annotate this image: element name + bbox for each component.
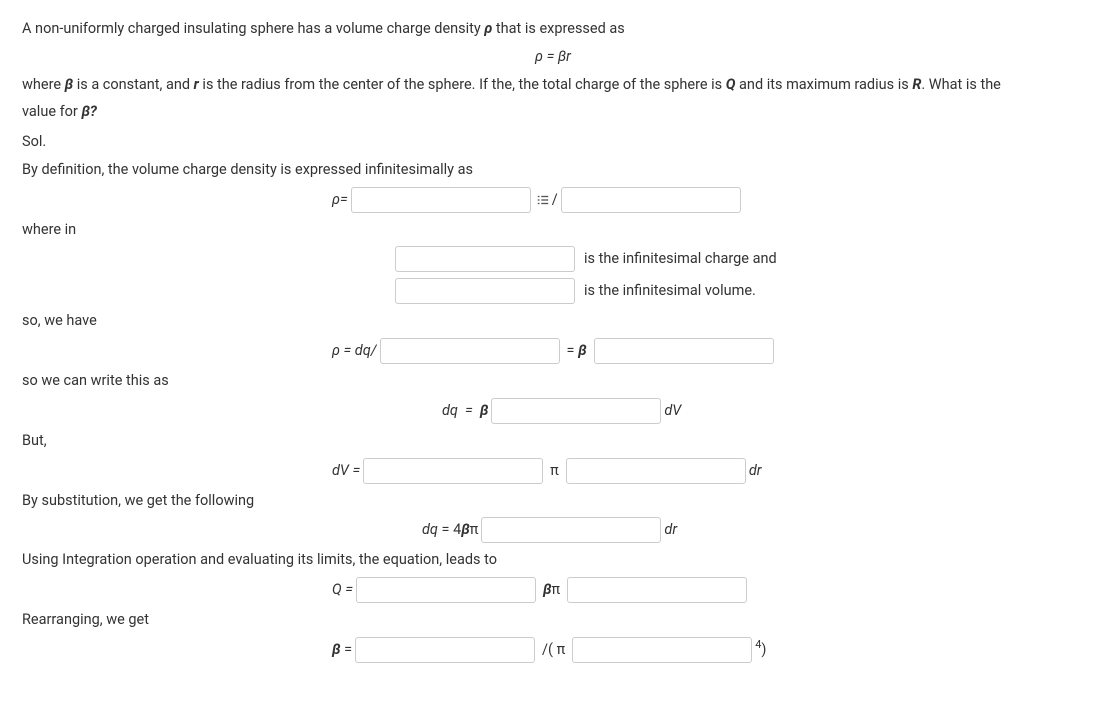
- using-int-label: Using Integration operation and evaluati…: [22, 549, 1084, 571]
- dq-4bpi-label: dq = 4βπ: [422, 519, 478, 541]
- so-we-have-label: so, we have: [22, 310, 1084, 332]
- B-eq-label: β =: [332, 639, 352, 661]
- problem-question: value for β?: [22, 101, 1084, 123]
- Q-eq-label: Q =: [332, 579, 353, 601]
- rho-numerator-input[interactable]: [351, 187, 531, 213]
- beta-pi-label: βπ: [543, 579, 560, 601]
- dV-right-input[interactable]: [566, 458, 746, 484]
- pi-1: π: [550, 460, 559, 482]
- rho-denominator-input[interactable]: [561, 187, 741, 213]
- but-label: But,: [22, 430, 1084, 452]
- problem-intro: A non-uniformly charged insulating spher…: [22, 18, 1084, 40]
- inf-volume-row: is the infinitesimal volume.: [22, 278, 1084, 304]
- rho-equation-row: ρ= /: [22, 187, 1084, 213]
- dq-beta-label: dq = β: [442, 400, 488, 422]
- dV-label-1: dV: [664, 400, 681, 422]
- dr-1: dr: [749, 460, 762, 482]
- Q-row: Q = βπ: [22, 577, 1084, 603]
- where-in-label: where in: [22, 219, 1084, 241]
- rho-eq-label: ρ=: [332, 189, 348, 211]
- inf-charge-text: is the infinitesimal charge and: [584, 248, 777, 270]
- beta-rhs-input[interactable]: [594, 338, 774, 364]
- slash-1: /: [552, 189, 558, 211]
- problem-where: where β is a constant, and r is the radi…: [22, 74, 1084, 96]
- rearranging-label: Rearranging, we get: [22, 609, 1084, 631]
- so-write-label: so we can write this as: [22, 370, 1084, 392]
- over-pi-label: /( π: [542, 639, 565, 661]
- dq-beta-row: dq = β dV: [22, 398, 1084, 424]
- dq-4bpi-input[interactable]: [481, 517, 661, 543]
- Q-right-input[interactable]: [567, 577, 747, 603]
- dq-denom-input[interactable]: [380, 338, 560, 364]
- problem-formula: ρ = βr: [22, 46, 1084, 68]
- inf-volume-input[interactable]: [395, 278, 575, 304]
- dV-left-input[interactable]: [363, 458, 543, 484]
- inf-charge-input[interactable]: [395, 246, 575, 272]
- beta-solve-row: β = /( π 4): [22, 637, 1084, 663]
- definition-line: By definition, the volume charge density…: [22, 159, 1084, 181]
- dr-2: dr: [664, 519, 677, 541]
- rho-dq-label: ρ = dq/: [332, 340, 377, 362]
- inf-charge-row: is the infinitesimal charge and: [22, 246, 1084, 272]
- dq-4bpi-row: dq = 4βπ dr: [22, 517, 1084, 543]
- B-denominator-input[interactable]: [572, 637, 752, 663]
- B-numerator-input[interactable]: [355, 637, 535, 663]
- rho-dq-row: ρ = dq/ = β: [22, 338, 1084, 364]
- dV-row: dV = π dr: [22, 458, 1084, 484]
- sup4: 4): [755, 639, 766, 661]
- inf-volume-text: is the infinitesimal volume.: [584, 280, 756, 302]
- sol-label: Sol.: [22, 131, 1084, 153]
- dV-eq-label: dV =: [332, 460, 360, 482]
- list-icon[interactable]: [534, 191, 552, 209]
- by-sub-label: By substitution, we get the following: [22, 490, 1084, 512]
- eq-beta-label: = β: [567, 340, 587, 362]
- Q-left-input[interactable]: [356, 577, 536, 603]
- dq-beta-input[interactable]: [491, 398, 661, 424]
